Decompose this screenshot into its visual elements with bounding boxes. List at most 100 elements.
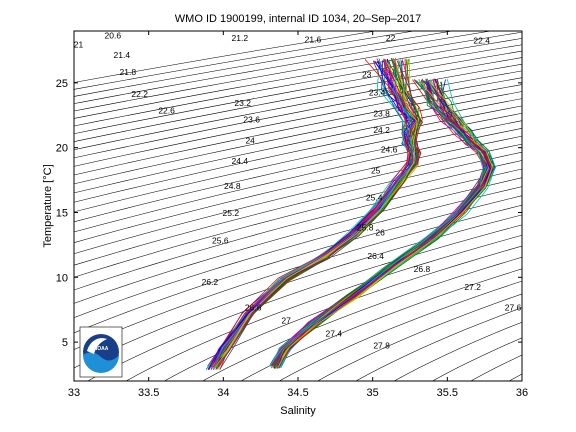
y-tick-label: 25	[56, 78, 68, 90]
density-contour	[240, 268, 522, 381]
density-contour	[74, 204, 522, 350]
contour-label: 27	[281, 316, 291, 326]
contour-label: 25	[371, 165, 381, 175]
density-contour	[74, 112, 522, 213]
contour-label: 25.8	[357, 222, 374, 232]
density-contour	[394, 321, 522, 381]
profile-line	[213, 61, 415, 368]
x-tick-label: 34	[217, 387, 229, 399]
contour-label: 24.8	[224, 181, 241, 191]
density-contour	[87, 224, 522, 381]
density-contour	[74, 177, 522, 304]
density-contour	[74, 44, 522, 127]
contour-label: 20.6	[105, 30, 122, 40]
profile-line	[280, 79, 496, 369]
density-contour	[74, 151, 522, 266]
density-contour	[202, 256, 522, 381]
y-axis: 5 10 15 20 25	[56, 78, 522, 349]
contour-label: 21	[74, 40, 84, 50]
y-tick-label: 10	[56, 272, 68, 284]
density-contour	[74, 214, 522, 369]
profile-line	[219, 60, 419, 370]
density-contour	[74, 128, 522, 233]
contour-label: 24.6	[381, 145, 398, 155]
x-tick-label: 33	[68, 387, 80, 399]
contour-label: 23.6	[243, 115, 260, 125]
density-contour	[125, 234, 522, 381]
profile-lines	[205, 57, 496, 371]
density-contour	[279, 280, 522, 381]
svg-text:NOAA: NOAA	[94, 346, 109, 352]
density-contour	[74, 120, 522, 223]
y-tick-label: 5	[62, 337, 68, 349]
x-tick-label: 35	[367, 387, 379, 399]
contour-label: 24.4	[232, 156, 249, 166]
contour-label: 27.6	[505, 303, 522, 313]
density-contour	[74, 50, 522, 135]
density-contour	[74, 77, 522, 167]
contour-label: 26.4	[367, 251, 384, 261]
profile-line	[270, 79, 485, 366]
contour-label: 27.4	[326, 329, 343, 339]
contour-label: 24	[245, 135, 255, 145]
noaa-logo: NOAA	[79, 326, 123, 378]
density-contour	[317, 293, 522, 381]
contour-label: 26	[375, 227, 385, 237]
density-contour	[74, 143, 522, 255]
density-contour	[74, 31, 491, 104]
contour-label: 21.4	[114, 50, 131, 60]
density-contour-labels: 20.6 21 21.4 21.8 22.2 22.6 23.2 23.6 24 24.4 24.8…	[74, 30, 522, 350]
contour-label: 25.2	[223, 208, 240, 218]
contour-label: 21.6	[305, 34, 322, 44]
contour-label: 24.2	[373, 125, 390, 135]
contour-label: 22	[386, 33, 396, 43]
contour-label: 23	[362, 69, 372, 79]
density-contours	[74, 31, 522, 381]
x-tick-label: 34.5	[287, 387, 308, 399]
profile-line	[276, 79, 490, 366]
density-contour	[74, 160, 522, 278]
x-tick-label: 33.5	[138, 387, 159, 399]
density-contour	[74, 31, 453, 97]
y-axis-label: Temperature [°C]	[42, 164, 54, 247]
density-contour	[74, 186, 522, 318]
density-contour	[74, 195, 522, 334]
density-contour	[164, 245, 522, 381]
density-contour	[74, 168, 522, 291]
profile-line	[278, 81, 493, 367]
contour-label: 22.2	[131, 89, 148, 99]
profile-line	[211, 58, 411, 367]
contour-label: 21.8	[120, 67, 137, 77]
contour-label: 23.2	[234, 98, 251, 108]
x-tick-label: 36	[516, 387, 528, 399]
x-tick-label: 35.5	[437, 387, 458, 399]
contour-label: 26.6	[245, 303, 262, 313]
x-axis-label: Salinity	[280, 405, 316, 417]
density-contour	[74, 84, 522, 176]
density-contour	[74, 135, 522, 243]
contour-label: 22.4	[473, 36, 490, 46]
contour-label: 22.6	[158, 106, 175, 116]
contour-label: 27.2	[464, 282, 481, 292]
plot-area: 20.6 21 21.4 21.8 22.2 22.6 23.2 23.6 24 24.4 24.8…	[74, 30, 522, 381]
density-contour	[355, 307, 522, 381]
density-contour	[74, 38, 522, 119]
profile-line	[214, 58, 418, 369]
chart-title: WMO ID 1900199, internal ID 1034, 20–Sep…	[175, 13, 421, 25]
contour-label: 21.2	[232, 33, 249, 43]
y-tick-label: 20	[56, 143, 68, 155]
contour-label: 27.8	[373, 340, 390, 350]
y-tick-label: 15	[56, 207, 68, 219]
density-contour	[74, 31, 522, 112]
contour-label: 26.2	[202, 277, 219, 287]
density-contour	[74, 57, 522, 142]
contour-label: 25.4	[366, 192, 383, 202]
profile-line	[273, 79, 487, 366]
contour-label: 26.8	[414, 264, 431, 274]
contour-label: 25.6	[212, 235, 229, 245]
contour-label: 23.8	[373, 108, 390, 118]
x-axis: 33 33.5 34 34.5 35 35.5 36	[68, 31, 528, 399]
profile-line	[269, 80, 484, 366]
contour-label: 23.4	[369, 87, 386, 97]
